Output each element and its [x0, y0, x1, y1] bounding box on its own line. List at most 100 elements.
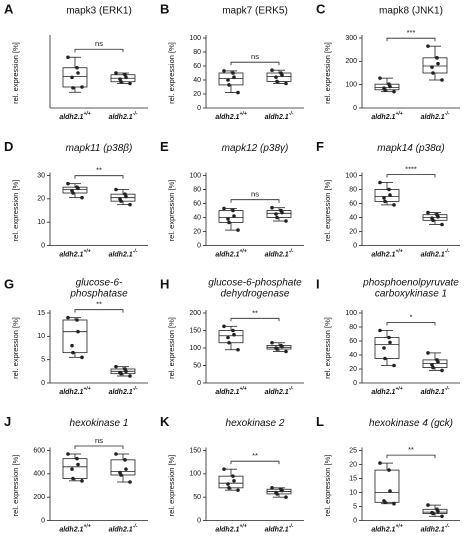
y-axis-label: rel. expression [%]: [11, 317, 20, 379]
y-axis-label: rel. expression [%]: [323, 317, 332, 379]
data-point: [66, 181, 70, 186]
y-tick-label: 0: [353, 380, 357, 387]
data-point: [280, 344, 284, 349]
data-point: [227, 340, 231, 345]
y-tick-label: 100: [345, 310, 357, 317]
data-point: [70, 343, 74, 348]
y-tick-label: 150: [189, 447, 201, 454]
y-tick-label: 0: [197, 517, 201, 524]
y-tick-label: 60: [193, 200, 201, 207]
box: [266, 210, 292, 218]
data-point: [275, 347, 279, 351]
y-tick-label: 15: [349, 475, 357, 482]
significance-bracket: [74, 175, 124, 179]
data-point: [388, 84, 392, 89]
y-tick-label: 15: [37, 310, 45, 317]
y-tick-label: 200: [33, 494, 45, 501]
y-tick-label: 20: [193, 228, 201, 235]
panel-label: F: [316, 139, 324, 154]
panel-label: I: [316, 276, 320, 291]
data-point: [124, 467, 128, 471]
data-point: [66, 55, 70, 60]
data-point: [80, 195, 84, 200]
significance-bracket: [230, 199, 280, 203]
panel-label: J: [4, 414, 11, 429]
x-tick-superscript: +/+: [83, 249, 90, 255]
y-tick-label: 40: [193, 214, 201, 221]
significance-bracket: [230, 460, 280, 465]
data-point: [222, 206, 226, 211]
panel-title: phosphatase: [69, 289, 128, 300]
data-point: [114, 71, 118, 75]
data-point: [284, 349, 288, 354]
y-tick-label: 100: [189, 35, 201, 42]
y-tick-label: 100: [189, 345, 201, 352]
x-tick-label: aldh2.1-/-: [265, 111, 294, 121]
data-point: [226, 482, 230, 486]
box: [422, 508, 448, 514]
data-point: [426, 351, 430, 355]
data-point: [387, 468, 391, 472]
data-point: [76, 71, 80, 75]
data-point: [280, 488, 284, 493]
panel-title: mapk3 (ERK1): [66, 6, 132, 17]
data-point: [440, 222, 444, 227]
panel-title: mapk12 (p38γ): [222, 143, 289, 154]
y-tick-label: 100: [189, 471, 201, 478]
data-point: [378, 461, 382, 465]
y-tick-label: 80: [193, 186, 201, 193]
data-point: [76, 329, 80, 334]
y-axis-label: rel. expression [%]: [323, 180, 332, 242]
data-point: [426, 44, 430, 48]
data-point: [236, 488, 240, 492]
y-tick-label: 100: [345, 82, 357, 89]
data-point: [231, 71, 235, 75]
data-point: [70, 75, 74, 80]
y-tick-label: 80: [349, 186, 357, 193]
data-point: [128, 202, 132, 207]
panel-title: dehydrogenase: [221, 289, 290, 300]
y-tick-label: 40: [193, 77, 201, 84]
y-tick-label: 60: [349, 200, 357, 207]
data-point: [128, 81, 132, 86]
y-tick-label: 10: [349, 489, 357, 496]
data-point: [124, 75, 128, 80]
data-point: [231, 328, 235, 333]
data-point: [430, 363, 434, 367]
y-tick-label: 20: [349, 228, 357, 235]
x-tick-superscript: -/-: [133, 524, 138, 530]
data-point: [222, 467, 226, 471]
data-point: [119, 79, 123, 84]
significance-label: **: [408, 445, 414, 454]
x-tick-superscript: +/+: [395, 111, 402, 117]
y-tick-label: 0: [41, 517, 45, 524]
data-point: [119, 199, 123, 203]
data-point: [71, 191, 75, 195]
y-axis-label: rel. expression [%]: [11, 180, 20, 242]
x-tick-label: aldh2.1-/-: [109, 386, 138, 396]
x-tick-label: aldh2.1-/-: [109, 249, 138, 259]
panel-title: mapk14 (p38α): [377, 143, 444, 154]
data-point: [80, 479, 84, 483]
x-tick-label: aldh2.1+/+: [59, 111, 90, 121]
data-point: [232, 479, 236, 483]
data-point: [426, 503, 430, 507]
data-point: [392, 203, 396, 207]
x-tick-label: aldh2.1+/+: [371, 249, 402, 259]
data-point: [226, 78, 230, 82]
data-point: [75, 456, 79, 461]
significance-bracket: [386, 322, 436, 326]
data-point: [378, 76, 382, 80]
y-axis-label: rel. expression [%]: [167, 455, 176, 517]
x-tick-label: aldh2.1-/-: [421, 524, 450, 534]
data-point: [431, 71, 435, 75]
data-point: [128, 374, 132, 378]
data-point: [226, 335, 230, 340]
data-point: [70, 467, 74, 471]
panel-label: K: [160, 414, 170, 429]
y-tick-label: 600: [33, 447, 45, 454]
x-tick-superscript: +/+: [83, 386, 90, 392]
significance-label: ****: [405, 164, 417, 173]
